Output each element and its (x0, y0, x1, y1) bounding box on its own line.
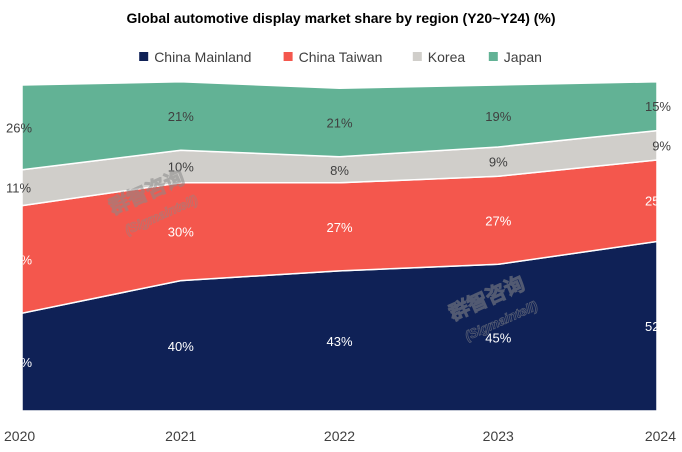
data-label-japan-2022: 21% (326, 115, 352, 130)
legend-item-china-taiwan: China Taiwan (283, 49, 383, 65)
data-label-korea-2020: 11% (6, 181, 31, 196)
legend-swatch-korea (412, 52, 422, 61)
data-label-korea-2021: 10% (168, 160, 194, 175)
x-tick-2022: 2022 (324, 428, 355, 444)
legend-label-japan: Japan (504, 49, 542, 65)
legend: China Mainland China Taiwan Korea Japan (139, 49, 542, 65)
legend-label-china-mainland: China Mainland (154, 49, 251, 65)
data-label-japan-2024: 15% (645, 99, 671, 114)
x-tick-2021: 2021 (165, 428, 196, 444)
chart-title: Global automotive display market share b… (126, 10, 555, 26)
x-tick-2023: 2023 (483, 428, 514, 444)
data-label-china-mainland-2023: 45% (485, 331, 511, 346)
x-tick-2024: 2024 (645, 428, 676, 444)
area-japan (21, 80, 658, 171)
x-tick-2020: 2020 (4, 428, 35, 444)
legend-item-japan: Japan (488, 49, 542, 65)
data-label-china-mainland-2022: 43% (326, 334, 352, 349)
data-label-korea-2023: 9% (489, 155, 508, 170)
data-label-china-mainland-2020: 30% (6, 355, 32, 370)
data-label-korea-2022: 8% (330, 163, 349, 178)
legend-label-china-taiwan: China Taiwan (299, 49, 383, 65)
data-labels: 30% 40% 43% 45% 52% 33% 30% 27% 27% 25% 11% 10% 8% 9%… (6, 99, 671, 370)
data-label-china-taiwan-2022: 27% (326, 220, 352, 235)
data-label-korea-2024: 9% (652, 138, 671, 153)
data-label-japan-2020: 26% (6, 120, 32, 135)
legend-item-korea: Korea (412, 49, 466, 65)
data-label-china-mainland-2024: 52% (645, 319, 671, 334)
data-label-china-mainland-2021: 40% (168, 339, 194, 354)
data-label-japan-2023: 19% (485, 109, 511, 124)
data-label-china-taiwan-2021: 30% (168, 225, 194, 240)
plot-area (21, 80, 658, 412)
data-label-china-taiwan-2023: 27% (485, 213, 511, 228)
legend-swatch-china-mainland (139, 52, 149, 61)
legend-swatch-china-taiwan (283, 52, 293, 61)
legend-label-korea: Korea (428, 49, 466, 65)
legend-swatch-japan (488, 52, 498, 61)
legend-item-china-mainland: China Mainland (139, 49, 251, 65)
data-label-china-taiwan-2020: 33% (6, 252, 32, 267)
x-axis: 2020 2021 2022 2023 2024 (4, 428, 676, 444)
data-label-china-taiwan-2024: 25% (645, 194, 671, 209)
data-label-japan-2021: 21% (168, 109, 194, 124)
